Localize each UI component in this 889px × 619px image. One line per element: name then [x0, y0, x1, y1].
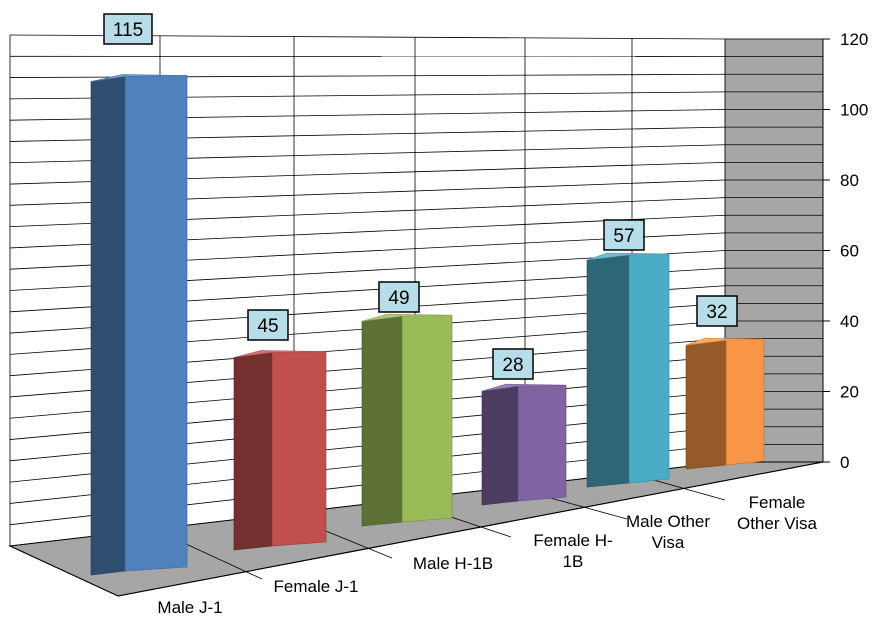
bar-top [685, 337, 765, 346]
bar-top [233, 350, 327, 358]
data-label: 45 [257, 316, 278, 337]
data-label: 115 [113, 20, 143, 41]
data-label: 32 [706, 302, 727, 323]
y-tick-label: 100 [840, 101, 868, 120]
bar-side [481, 385, 519, 506]
bar-side [586, 254, 630, 488]
bar [401, 314, 453, 523]
bar [271, 351, 327, 547]
y-tick-label: 60 [840, 242, 859, 261]
y-tick-label: 20 [840, 383, 859, 402]
data-label: 28 [502, 355, 523, 376]
data-label-box [603, 219, 645, 251]
bar-top [361, 313, 453, 322]
category-label: Female [749, 493, 806, 512]
category-label: Visa [652, 533, 685, 552]
y-tick-label: 120 [840, 30, 868, 49]
data-label: 57 [613, 226, 634, 247]
data-label-box [696, 295, 738, 327]
bar [628, 253, 670, 484]
bar [124, 75, 188, 572]
bar-top [481, 383, 567, 392]
category-axis-line [117, 461, 824, 597]
bar-side [685, 339, 727, 470]
data-label-box [492, 348, 534, 380]
bar-top [586, 252, 670, 261]
bar-top [90, 74, 188, 82]
floor-divider [9, 545, 119, 597]
bar-side [361, 315, 403, 527]
y-tick-label: 40 [840, 312, 859, 331]
category-label: Female H- [533, 531, 612, 550]
category-label: Male Other [626, 512, 710, 531]
category-label: Male J-1 [157, 598, 222, 617]
data-label-box [378, 281, 420, 313]
bar [517, 384, 567, 502]
bar-side [233, 352, 273, 551]
data-label-box [103, 13, 153, 45]
y-tick-label: 80 [840, 171, 859, 190]
category-label: Female J-1 [273, 577, 358, 596]
bar [725, 338, 765, 466]
data-label-box [247, 309, 289, 341]
y-tick-label: 0 [840, 453, 849, 472]
bar-side [90, 76, 126, 576]
data-label: 49 [388, 288, 409, 309]
category-label: 1B [563, 552, 584, 571]
category-label: Other Visa [737, 514, 818, 533]
category-label: Male H-1B [413, 554, 493, 573]
